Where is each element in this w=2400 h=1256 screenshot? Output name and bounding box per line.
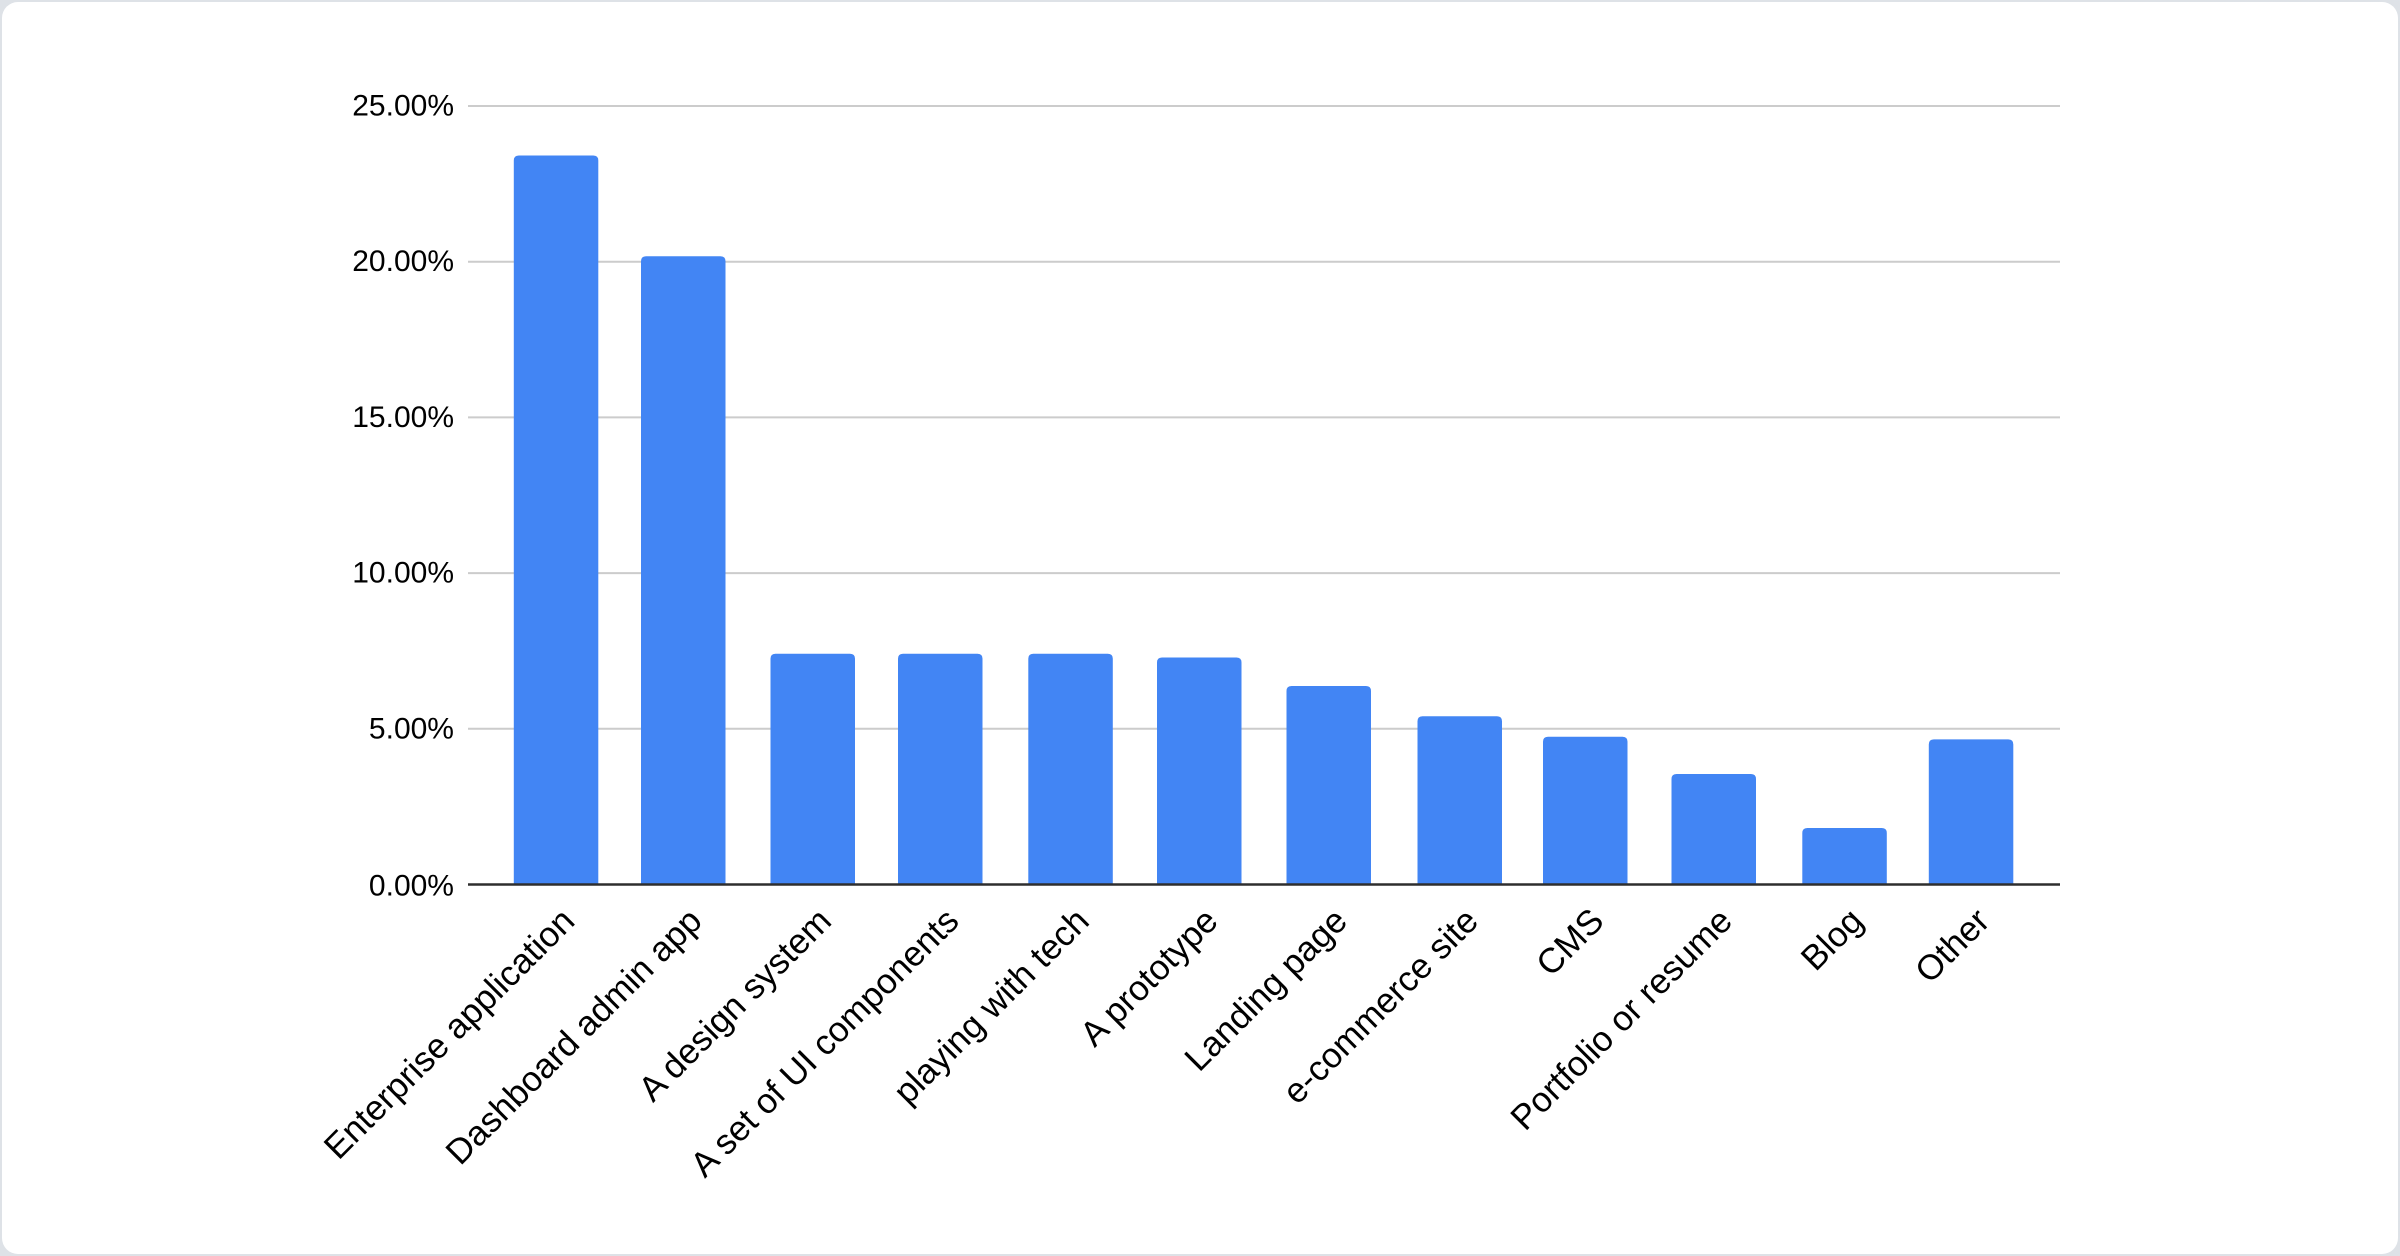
svg-text:5.00%: 5.00%: [369, 712, 454, 745]
svg-text:0.00%: 0.00%: [369, 870, 454, 903]
svg-text:10.00%: 10.00%: [352, 557, 454, 590]
svg-text:20.00%: 20.00%: [352, 245, 454, 278]
svg-text:15.00%: 15.00%: [352, 401, 454, 434]
svg-text:25.00%: 25.00%: [352, 90, 454, 123]
